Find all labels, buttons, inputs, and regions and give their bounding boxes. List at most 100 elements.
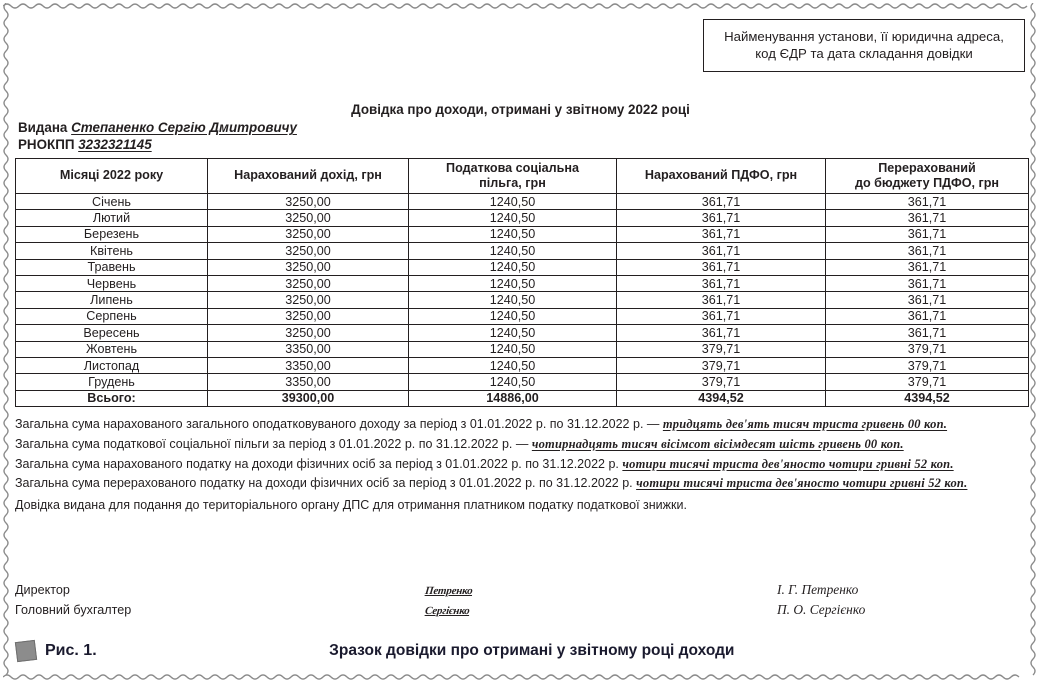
cell-month: Січень xyxy=(15,192,208,211)
cell-tax: 379,71 xyxy=(616,373,826,391)
cell-month: Червень xyxy=(15,274,208,293)
cell-month: Березень xyxy=(15,225,208,244)
total-cell-month: Всього: xyxy=(15,389,208,408)
figure-caption-bar: Рис. 1. Зразок довідки про отримані у зв… xyxy=(14,639,1027,663)
cell-month: Листопад xyxy=(15,356,208,375)
cell-tax: 361,71 xyxy=(616,242,826,260)
summary-transferred-tax: Загальна сума перерахованого податку на … xyxy=(15,475,1027,492)
summary-total-income-amount-words: тридцять дев'ять тисяч триста гривень 00… xyxy=(662,417,948,431)
signature-block: Директор Петренко І. Г. Петренко Головни… xyxy=(15,580,1027,620)
cell-income: 3250,00 xyxy=(207,192,409,211)
income-table-body: Січень 3250,00 1240,50 361,71 361,71 Лютий 325… xyxy=(15,192,1029,408)
cell-tax: 361,71 xyxy=(616,258,826,276)
summary-transferred-tax-text: Загальна сума перерахованого податку на … xyxy=(15,476,637,491)
cell-relief: 1240,50 xyxy=(408,242,617,260)
picture-icon xyxy=(14,639,38,663)
cell-tax: 361,71 xyxy=(616,209,826,227)
cell-month: Жовтень xyxy=(15,340,208,358)
column-header-income: Нарахований дохід, грн xyxy=(207,158,409,194)
table-row: Червень 3250,00 1240,50 361,71 361,71 xyxy=(15,274,1029,293)
institution-line-1: Найменування установи, її юридична адрес… xyxy=(724,29,1004,44)
cell-relief: 1240,50 xyxy=(408,373,617,391)
summary-transferred-tax-amount-words: чотири тисячі триста дев'яносто чотири г… xyxy=(636,476,968,491)
column-header-month: Місяці 2022 року xyxy=(15,158,208,194)
signature-row-director: Директор Петренко І. Г. Петренко xyxy=(15,580,1027,600)
cell-tax: 379,71 xyxy=(616,356,826,375)
rnokpp-value: 3232321145 xyxy=(78,137,152,153)
cell-income: 3250,00 xyxy=(207,209,409,227)
cell-tax: 361,71 xyxy=(616,307,826,326)
cell-relief: 1240,50 xyxy=(408,324,617,342)
signature-role-director: Директор xyxy=(15,583,70,597)
summary-total-relief-amount-words: чотирнадцять тисяч вісімсот вісімдесят ш… xyxy=(531,436,904,451)
cell-budget: 361,71 xyxy=(825,209,1029,227)
rnokpp-label: РНОКПП xyxy=(18,137,75,153)
table-row: Листопад 3350,00 1240,50 379,71 379,71 xyxy=(15,356,1029,375)
table-total-row: Всього: 39300,00 14886,00 4394,52 4394,52 xyxy=(15,389,1029,408)
signature-row-accountant: Головний бухгалтер Сергієнко П. О. Сергі… xyxy=(15,600,1027,620)
issued-block: Видана Степаненко Сергію Дмитровичу РНОК… xyxy=(18,119,297,153)
cell-month: Лютий xyxy=(15,209,208,227)
cell-month: Вересень xyxy=(15,324,208,342)
issuance-purpose-note: Довідка видана для подання до територіал… xyxy=(15,497,687,512)
table-row: Березень 3250,00 1240,50 361,71 361,71 xyxy=(15,225,1029,244)
cell-budget: 361,71 xyxy=(825,324,1029,342)
signature-name-accountant: П. О. Сергієнко xyxy=(777,601,866,617)
total-cell-budget: 4394,52 xyxy=(825,389,1029,408)
cell-tax: 361,71 xyxy=(616,192,826,211)
cell-income: 3250,00 xyxy=(207,242,409,260)
summary-accrued-tax-text: Загальна сума нарахованого податку на до… xyxy=(15,456,623,471)
table-row: Жовтень 3350,00 1240,50 379,71 379,71 xyxy=(15,340,1029,358)
cell-relief: 1240,50 xyxy=(408,340,617,358)
cell-relief: 1240,50 xyxy=(408,192,617,211)
cell-tax: 361,71 xyxy=(616,274,826,293)
cell-tax: 379,71 xyxy=(616,340,826,358)
signature-role-accountant: Головний бухгалтер xyxy=(15,602,132,617)
issued-to-line: Видана Степаненко Сергію Дмитровичу xyxy=(18,119,297,136)
cell-income: 3350,00 xyxy=(207,373,409,391)
summary-total-income: Загальна сума нарахованого загального оп… xyxy=(15,416,1027,433)
cell-tax: 361,71 xyxy=(616,324,826,342)
summary-total-relief: Загальна сума податкової соціальної піль… xyxy=(15,436,1027,453)
table-row: Липень 3250,00 1240,50 361,71 361,71 xyxy=(15,291,1029,309)
cell-income: 3250,00 xyxy=(207,258,409,276)
table-row: Січень 3250,00 1240,50 361,71 361,71 xyxy=(15,192,1029,211)
cell-month: Серпень xyxy=(15,307,208,326)
cell-income: 3250,00 xyxy=(207,324,409,342)
cell-budget: 361,71 xyxy=(825,242,1029,260)
table-row: Квітень 3250,00 1240,50 361,71 361,71 xyxy=(15,242,1029,260)
table-row: Грудень 3350,00 1240,50 379,71 379,71 xyxy=(15,373,1029,391)
cell-month: Травень xyxy=(15,258,208,276)
cell-tax: 361,71 xyxy=(616,291,826,309)
cell-budget: 379,71 xyxy=(825,373,1029,391)
table-row: Травень 3250,00 1240,50 361,71 361,71 xyxy=(15,258,1029,276)
summary-accrued-tax-amount-words: чотири тисячі триста дев'яносто чотири г… xyxy=(622,456,954,471)
cell-income: 3250,00 xyxy=(207,307,409,326)
cell-budget: 361,71 xyxy=(825,258,1029,276)
column-header-relief: Податкова соціальна пільга, грн xyxy=(408,158,617,194)
cell-relief: 1240,50 xyxy=(408,225,617,244)
table-row: Вересень 3250,00 1240,50 361,71 361,71 xyxy=(15,324,1029,342)
institution-line-2: код ЄДР та дата складання довідки xyxy=(755,45,973,61)
cell-budget: 361,71 xyxy=(825,225,1029,244)
income-table: Місяці 2022 року Нарахований дохід, грн … xyxy=(15,158,1029,408)
cell-income: 3350,00 xyxy=(207,340,409,358)
handwritten-signature-director: Петренко xyxy=(424,585,474,597)
total-cell-relief: 14886,00 xyxy=(408,389,617,408)
cell-month: Грудень xyxy=(15,373,208,391)
cell-relief: 1240,50 xyxy=(408,209,617,227)
cell-tax: 361,71 xyxy=(616,225,826,244)
summary-accrued-tax: Загальна сума нарахованого податку на до… xyxy=(15,456,1027,473)
cell-month: Квітень xyxy=(15,242,208,260)
total-cell-income: 39300,00 xyxy=(207,389,409,408)
cell-budget: 379,71 xyxy=(825,340,1029,358)
summary-total-income-text: Загальна сума нарахованого загального оп… xyxy=(15,417,663,431)
cell-relief: 1240,50 xyxy=(408,258,617,276)
figure-caption-text: Зразок довідки про отримані у звітному р… xyxy=(329,642,735,659)
cell-income: 3250,00 xyxy=(207,225,409,244)
cell-relief: 1240,50 xyxy=(408,291,617,309)
handwritten-signature-accountant: Сергієнко xyxy=(424,604,471,617)
summary-total-relief-text: Загальна сума податкової соціальної піль… xyxy=(15,436,532,451)
rnokpp-line: РНОКПП 3232321145 xyxy=(18,136,297,153)
